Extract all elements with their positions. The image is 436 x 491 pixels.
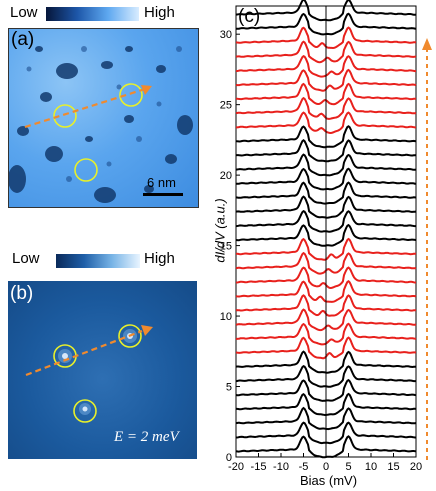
defect-circle bbox=[119, 83, 143, 107]
y-tick-label: 0 bbox=[226, 452, 232, 464]
panel-b-label: (b) bbox=[10, 283, 34, 304]
defect-circle bbox=[73, 399, 97, 423]
topography-features bbox=[9, 46, 193, 203]
energy-label: E = 2 meV bbox=[114, 429, 179, 445]
y-axis-title: dI/dV (a.u.) bbox=[212, 198, 228, 263]
y-tick-label: 10 bbox=[220, 311, 232, 323]
scale-bar bbox=[143, 193, 183, 196]
y-axis-ticks: 0 5 10 15 20 25 30 bbox=[220, 29, 240, 464]
x-axis-title: Bias (mV) bbox=[300, 473, 358, 488]
y-tick-label: 5 bbox=[226, 382, 232, 394]
x-tick-label: 10 bbox=[365, 461, 377, 473]
vertical-arrow bbox=[422, 38, 432, 460]
panel-c-label: (c) bbox=[238, 6, 261, 27]
colorbar-b-high-label: High bbox=[144, 250, 175, 267]
colorbar-a bbox=[46, 7, 139, 21]
line-cut-arrow bbox=[24, 85, 152, 129]
x-tick-label: -15 bbox=[251, 461, 267, 473]
x-axis-ticks: -20 -15 -10 -5 0 5 10 15 20 bbox=[228, 453, 422, 473]
y-tick-label: 30 bbox=[220, 29, 232, 41]
x-tick-label: 0 bbox=[323, 461, 329, 473]
defect-circle bbox=[53, 104, 77, 128]
defect-circles-b bbox=[53, 324, 142, 423]
colorbar-a-low-label: Low bbox=[10, 4, 38, 21]
defect-circle bbox=[118, 324, 142, 348]
x-tick-label: -10 bbox=[273, 461, 289, 473]
defect-circles bbox=[53, 83, 143, 182]
topography-image: 6 nm bbox=[8, 28, 199, 208]
x-tick-label: 5 bbox=[345, 461, 351, 473]
conductance-features bbox=[25, 324, 153, 423]
colorbar-b-low-label: Low bbox=[12, 250, 40, 267]
conductance-map: E = 2 meV bbox=[8, 281, 197, 459]
scale-bar-label: 6 nm bbox=[147, 175, 176, 190]
x-tick-label: 20 bbox=[410, 461, 422, 473]
panel-a-label: (a) bbox=[11, 29, 35, 50]
x-tick-label: -20 bbox=[228, 461, 244, 473]
y-tick-label: 25 bbox=[220, 100, 232, 112]
line-cut-arrow-b bbox=[25, 325, 153, 377]
colorbar-a-high-label: High bbox=[144, 4, 175, 21]
y-tick-label: 15 bbox=[220, 241, 232, 253]
x-tick-label: -5 bbox=[299, 461, 309, 473]
colorbar-b bbox=[56, 254, 140, 268]
x-tick-label: 15 bbox=[387, 461, 399, 473]
defect-circle bbox=[74, 158, 98, 182]
y-tick-label: 20 bbox=[220, 170, 232, 182]
